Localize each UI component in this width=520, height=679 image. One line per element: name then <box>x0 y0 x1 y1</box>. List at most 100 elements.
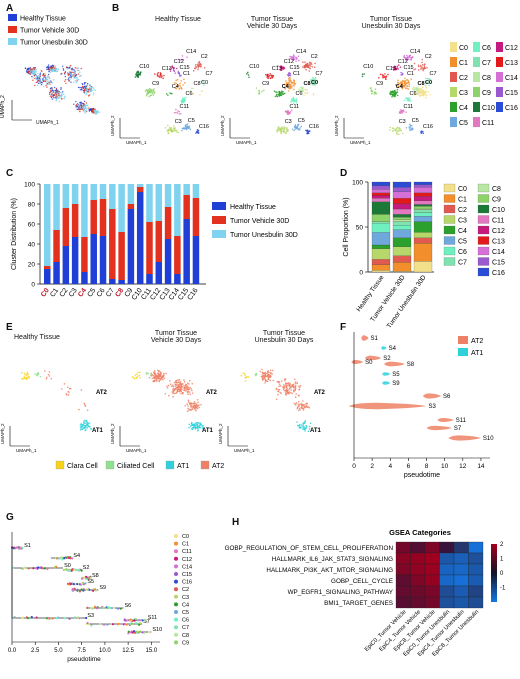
umap-point <box>296 58 298 60</box>
violin-shape <box>382 381 391 385</box>
bar-segment <box>413 216 433 222</box>
umap-point <box>288 384 291 387</box>
umap-point <box>177 131 180 134</box>
umap-point <box>293 389 295 391</box>
umap-point <box>408 58 410 61</box>
y-axis-label: Cluster Distribution (%) <box>11 198 18 270</box>
umap-point <box>246 73 248 75</box>
legend-swatch <box>477 246 490 256</box>
bar-segment <box>44 269 51 284</box>
umap-point <box>68 79 70 82</box>
umap-point <box>305 405 307 407</box>
umap-point <box>280 67 283 69</box>
legend-label-at1: AT1 <box>471 350 483 357</box>
legend-label: C10 <box>492 207 505 214</box>
bar-segment <box>392 198 412 204</box>
bar-segment <box>118 232 125 280</box>
umap-cluster-c16 <box>305 129 311 135</box>
umap-ciliated-cells <box>145 372 152 377</box>
umap-point <box>191 392 194 394</box>
umap-point <box>136 375 139 378</box>
bar-segment <box>53 262 60 284</box>
umap-point <box>314 84 316 86</box>
umap-point <box>404 85 406 88</box>
umap-cluster-label: C14 <box>410 49 420 55</box>
umap-cluster-c8 <box>189 87 194 92</box>
umap-point <box>58 93 61 96</box>
legend-label-at1: AT1 <box>177 463 189 470</box>
bar-segment <box>127 184 135 204</box>
umap-point <box>166 385 168 387</box>
panel-a-xlabel: UMAPh_1 <box>36 120 59 126</box>
umap-point <box>86 409 89 411</box>
bar-segment <box>371 221 391 224</box>
umap-point <box>83 100 86 103</box>
umap-point <box>408 97 411 100</box>
umap-point <box>198 60 201 63</box>
umap-point <box>406 57 408 59</box>
x-tick-label: 10.0 <box>99 648 111 654</box>
umap-point <box>288 81 290 83</box>
umap-cluster-c6 <box>403 97 412 102</box>
umap-point <box>421 63 424 66</box>
umap-point <box>293 85 295 87</box>
umap-point <box>42 73 45 75</box>
umap-point <box>83 106 85 108</box>
heatmap-cell <box>424 563 440 576</box>
umap-point <box>385 78 387 80</box>
umap-point <box>200 403 202 406</box>
umap-point <box>297 424 299 427</box>
umap-point <box>25 374 28 376</box>
trajectory-cell <box>48 616 51 620</box>
umap-point <box>297 400 300 403</box>
trajectory-cell <box>81 577 84 580</box>
umap-point <box>192 69 195 72</box>
umap-point <box>300 406 303 409</box>
trajectory-cell <box>63 617 67 620</box>
umap-cluster-label: C8 <box>194 81 201 87</box>
umap-point <box>167 124 169 127</box>
umap-point <box>32 77 35 79</box>
umap-point <box>159 73 162 76</box>
umap-point <box>76 103 79 105</box>
umap-point <box>180 392 182 395</box>
umap-point <box>177 386 180 389</box>
umap-point <box>195 132 197 134</box>
umap-point <box>275 388 278 391</box>
umap-point <box>148 376 151 379</box>
legend-swatch-at1 <box>458 348 468 356</box>
bar-segment <box>192 184 200 198</box>
umap-point <box>185 384 188 386</box>
state-label: S0 <box>365 360 373 366</box>
umap-point <box>403 84 406 87</box>
umap-point <box>167 384 170 387</box>
trajectory-cell <box>17 546 20 549</box>
umap-point <box>283 386 286 388</box>
trajectory-cell <box>73 616 77 619</box>
bar-segment <box>413 221 433 233</box>
umap-point <box>86 89 89 92</box>
umap-point <box>172 68 175 70</box>
umap-point <box>32 68 35 71</box>
bar-segment <box>192 198 200 236</box>
umap-point <box>426 94 428 97</box>
x-tick-label: 12 <box>459 463 467 470</box>
umap-a-cloud <box>28 68 39 76</box>
umap-cluster-c6 <box>180 96 187 104</box>
umap-point <box>363 73 366 75</box>
umap-point <box>70 75 73 78</box>
umap-point <box>154 375 156 377</box>
umap-point <box>174 385 177 387</box>
umap-point <box>60 93 63 95</box>
umap-point <box>138 374 141 377</box>
umap-a-cloud <box>84 84 97 96</box>
umap-point <box>293 386 295 388</box>
umap-point <box>197 68 199 71</box>
umap-point <box>370 90 373 92</box>
umap-point <box>46 68 48 71</box>
umap-point <box>307 430 310 433</box>
umap-point <box>193 404 196 406</box>
umap-point <box>37 372 39 374</box>
umap-point <box>299 384 302 387</box>
umap-point <box>275 93 278 96</box>
